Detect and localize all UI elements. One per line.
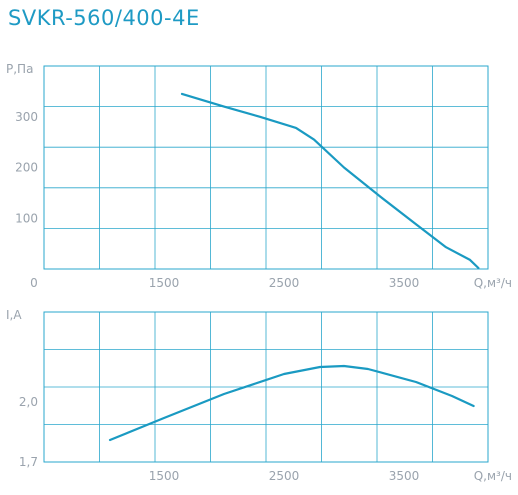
current-x-tick-label: 2500 (269, 469, 300, 483)
current-x-tick-label: 3500 (389, 469, 420, 483)
pressure-y-tick-label: 100 (15, 211, 38, 225)
pressure-x-tick-label: 0 (30, 276, 38, 290)
pressure-x-tick-label: 2500 (269, 276, 300, 290)
current-x-tick-label: 1500 (149, 469, 180, 483)
current-y-tick-label: 1,7 (19, 455, 38, 469)
pressure-x-tick-label: 1500 (149, 276, 180, 290)
pressure-x-axis-label: Q,м³/ч (474, 276, 512, 290)
pressure-curve-line (180, 92, 480, 270)
pressure-y-tick-label: 300 (15, 110, 38, 124)
current-y-axis-label: I,А (6, 308, 22, 322)
pressure-x-tick-label: 3500 (389, 276, 420, 290)
pressure-y-tick-label: 200 (15, 161, 38, 175)
current-curve-line (108, 364, 475, 442)
chart-title: SVKR-560/400-4E (8, 6, 200, 30)
current-x-axis-label: Q,м³/ч (474, 469, 512, 483)
current-y-tick-label: 2,0 (19, 395, 38, 409)
pressure-y-axis-label: P,Па (6, 62, 33, 76)
